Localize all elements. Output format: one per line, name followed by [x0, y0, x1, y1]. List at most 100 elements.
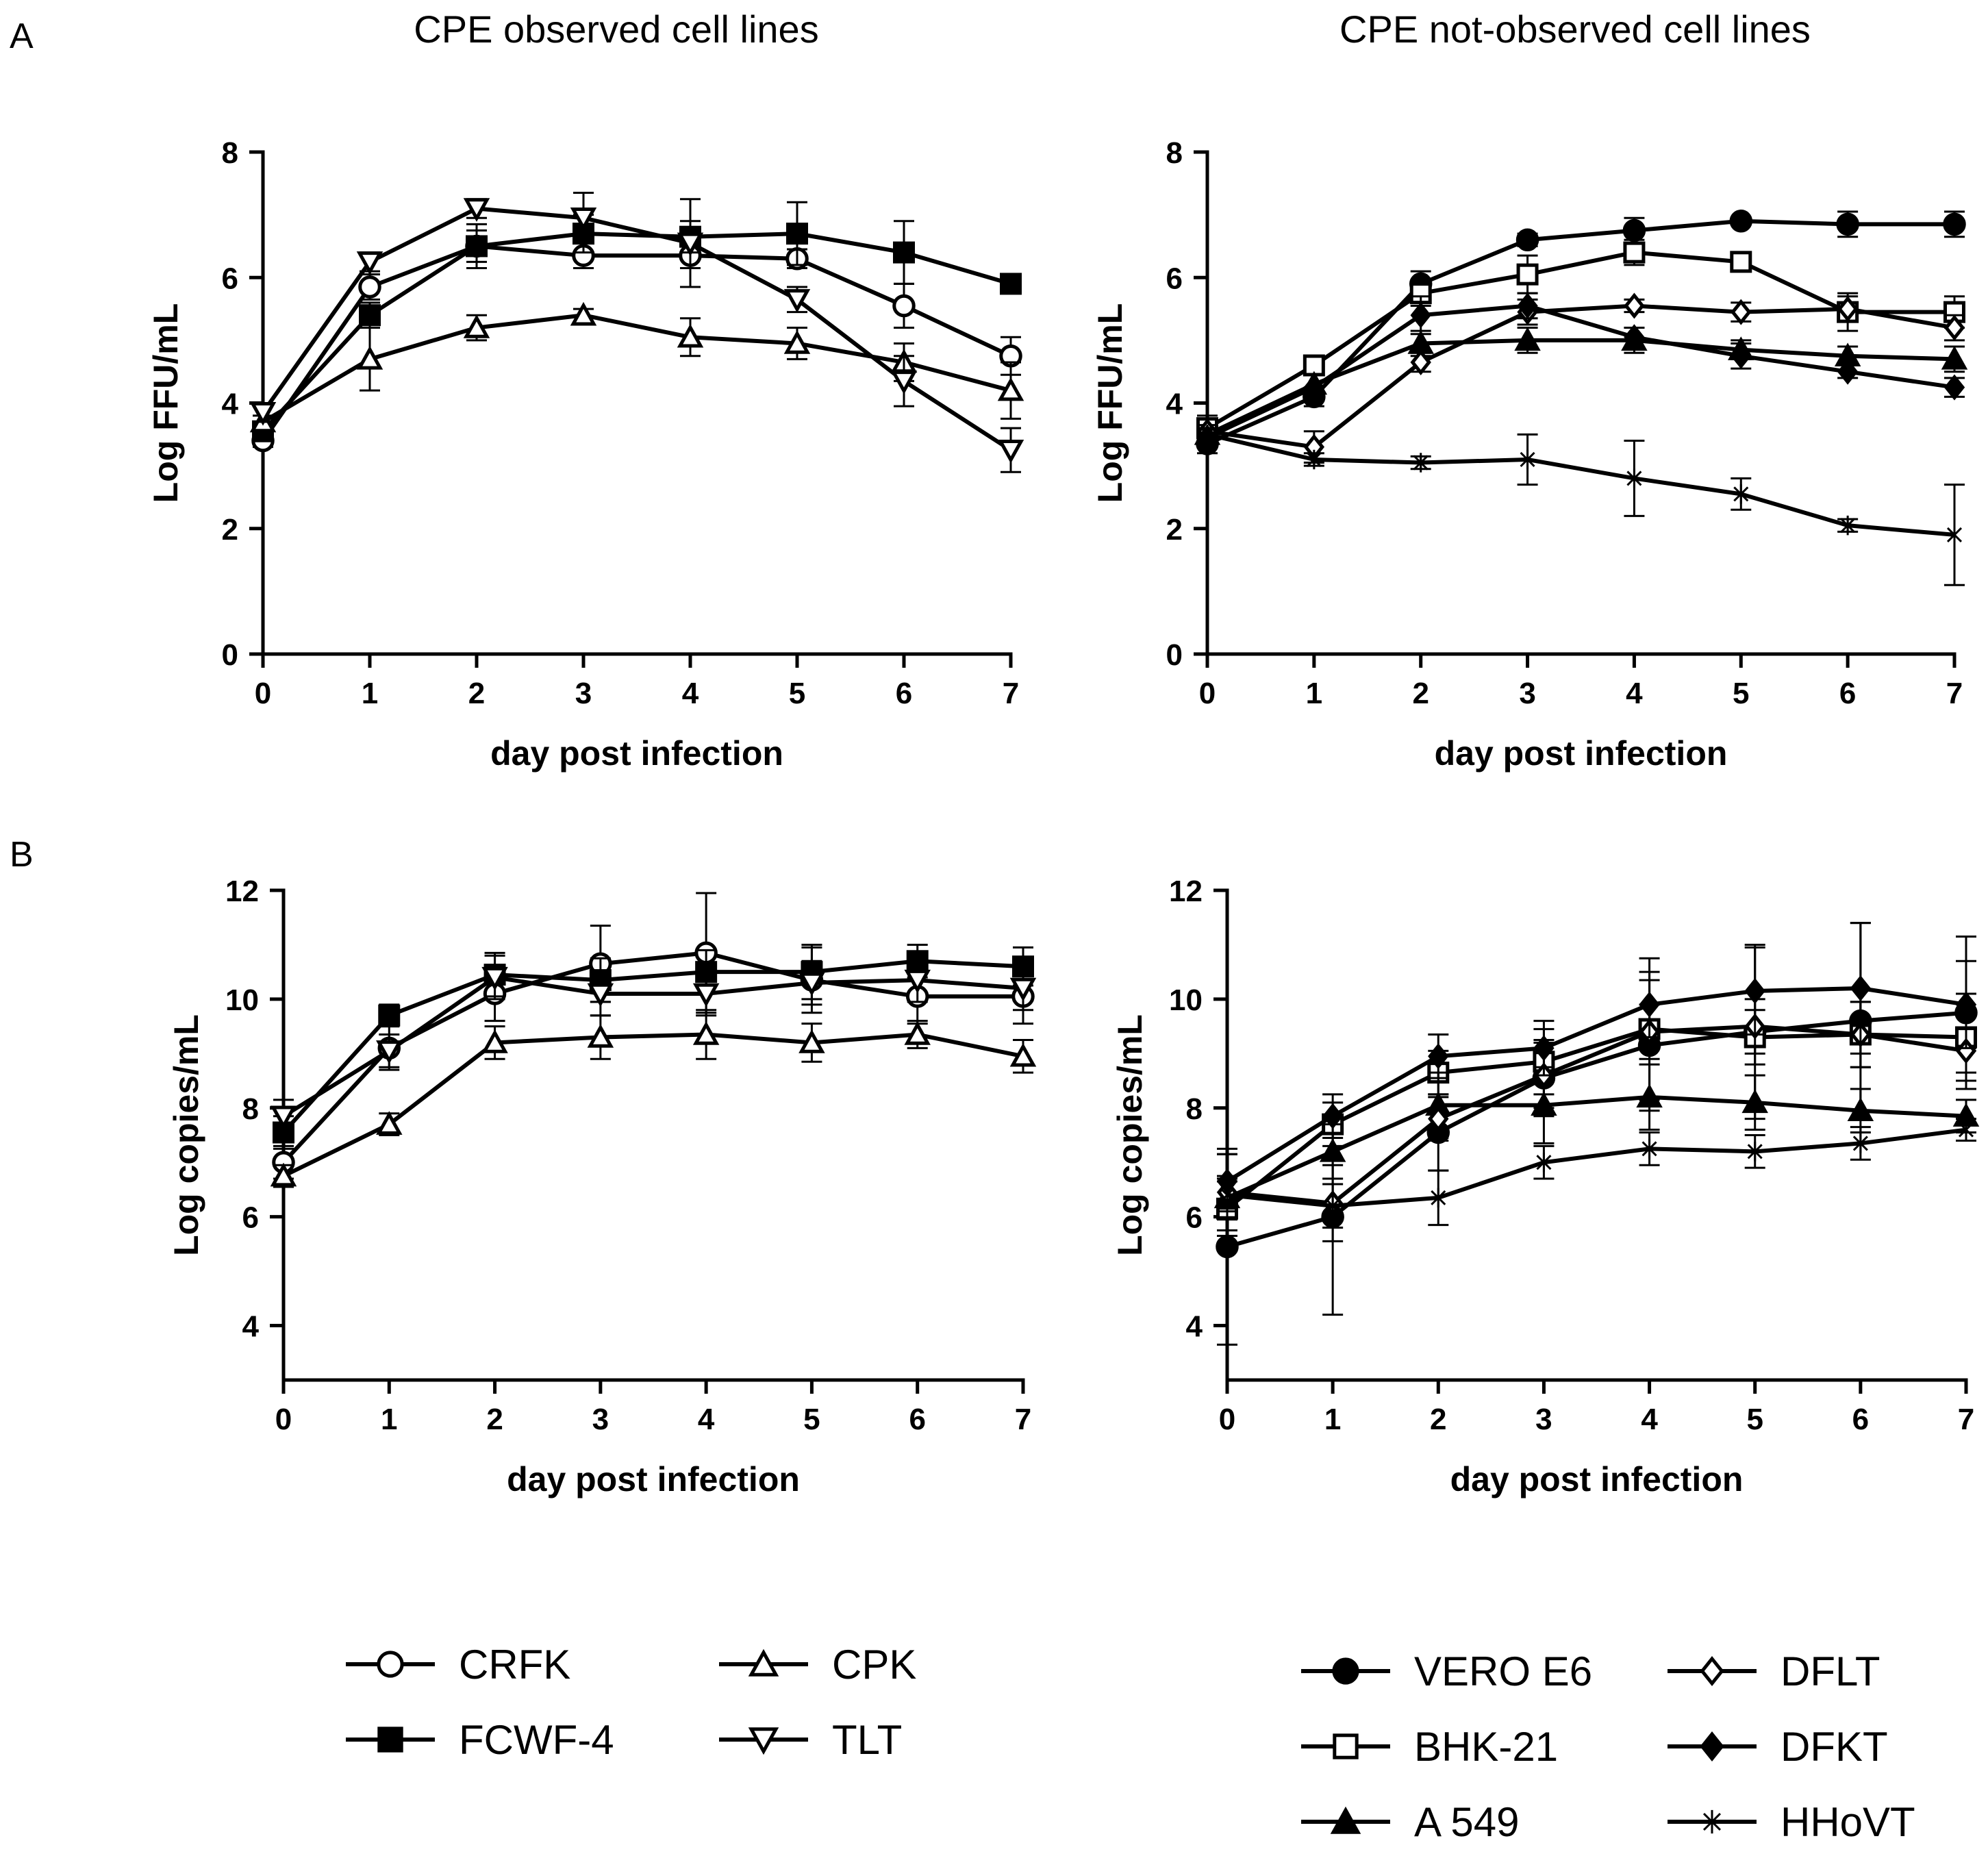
point-cpk-b-left-day-2: [481, 1029, 508, 1053]
y-tick-label-b-left-8: 8: [242, 1092, 259, 1126]
point-tlt-b-left-day-6: [904, 969, 931, 994]
point-a-549-b-right-day-5: [1741, 1089, 1768, 1114]
point-dflt-a-right-day-7: [1943, 314, 1965, 341]
series-line-a-549-b-right: [1226, 1094, 1967, 1200]
series-line-hhovt-b-right: [1226, 1127, 1967, 1208]
y-tick-label-b-left-4: 4: [242, 1310, 260, 1344]
point-vero-e6-a-right-day-4: [1622, 218, 1646, 242]
point-vero-e6-a-right-day-6: [1836, 212, 1859, 236]
point-tlt-b-left-day-1: [376, 1040, 403, 1064]
legend-item-a-549: A 549: [1301, 1799, 1520, 1845]
y-tick-label-b-left-12: 12: [225, 875, 259, 908]
x-tick-label-a-left-7: 7: [1003, 677, 1019, 710]
point-hhovt-b-right-day-1: [1325, 1196, 1341, 1216]
point-cpk-b-left-day-4: [692, 1021, 720, 1045]
point-fcwf-4-a-left-day-2: [466, 235, 488, 258]
x-tick-label-a-left-0: 0: [255, 677, 271, 710]
y-tick-label-b-right-10: 10: [1169, 983, 1203, 1017]
point-fcwf-4-a-left-day-7: [1000, 273, 1022, 295]
point-hhovt-a-right-day-1: [1306, 449, 1322, 470]
point-hhovt-b-right-day-0: [1219, 1185, 1235, 1205]
point-dfkt-b-right-day-1: [1322, 1103, 1344, 1129]
point-dfkt-b-right-day-3: [1533, 1035, 1555, 1062]
point-cpk-a-left-day-3: [570, 301, 597, 326]
legend-marker-cpk: [748, 1648, 779, 1677]
point-bhk-21-a-right-day-5: [1730, 251, 1752, 273]
point-tlt-a-left-day-5: [783, 289, 811, 313]
series-line-dflt-b-right: [1226, 1024, 1967, 1205]
point-fcwf-4-a-left-day-5: [786, 223, 808, 245]
point-hhovt-b-right-day-4: [1641, 1139, 1657, 1159]
legend-item-fcwf-4: FCWF-4: [346, 1717, 614, 1763]
y-axis-label-a-right: Log FFU/mL: [1091, 303, 1129, 503]
point-hhovt-b-right-day-6: [1852, 1133, 1868, 1153]
point-hhovt-a-right-day-6: [1840, 515, 1856, 536]
chart-a-left: 0 1 2 3 4 5 6 7 0 2 4 6 8 day post infection Log FFU/m…: [147, 136, 1024, 773]
series-dflt-a-right: [1196, 292, 1965, 464]
point-tlt-b-left-day-0: [270, 1105, 297, 1130]
legend-cpe-not-observed: VERO E6 BHK-21 A 549 DFLT DFKT HHoVT: [1301, 1648, 1915, 1845]
point-hhovt-b-right-day-7: [1958, 1120, 1974, 1140]
y-tick-label-b-right-6: 6: [1186, 1201, 1203, 1235]
legend-marker-fcwf-4: [377, 1727, 403, 1753]
x-tick-label-b-left-1: 1: [381, 1403, 397, 1436]
point-hhovt-b-right-day-5: [1747, 1142, 1763, 1162]
legend-item-vero-e6: VERO E6: [1301, 1648, 1592, 1694]
point-a-549-a-right-day-3: [1514, 327, 1541, 351]
point-cpk-b-left-day-7: [1009, 1042, 1037, 1067]
x-axis-label-b-left: day post infection: [507, 1460, 800, 1498]
legend-item-dflt: DFLT: [1668, 1648, 1880, 1694]
x-axis-label-b-right: day post infection: [1450, 1460, 1744, 1498]
point-dfkt-b-right-day-4: [1639, 991, 1660, 1018]
point-cpk-a-left-day-1: [356, 345, 383, 370]
legend-label-dflt: DFLT: [1781, 1648, 1880, 1694]
point-dfkt-a-right-day-5: [1731, 342, 1752, 369]
point-hhovt-a-right-day-7: [1946, 525, 1963, 545]
x-tick-label-a-right-3: 3: [1519, 677, 1535, 710]
point-tlt-a-left-day-1: [356, 251, 383, 275]
series-line-bhk-21-a-right: [1206, 250, 1954, 430]
point-dfkt-a-right-day-4: [1624, 324, 1645, 351]
y-tick-label-b-right-12: 12: [1169, 875, 1203, 908]
x-tick-label-a-right-7: 7: [1946, 677, 1963, 710]
point-dflt-a-right-day-5: [1731, 299, 1752, 325]
point-cpk-a-left-day-7: [997, 377, 1024, 401]
x-tick-label-a-right-1: 1: [1306, 677, 1322, 710]
point-dfkt-a-right-day-2: [1410, 302, 1431, 329]
legend-label-dfkt: DFKT: [1781, 1724, 1888, 1770]
y-tick-label-a-right-6: 6: [1166, 262, 1183, 295]
series-dfkt-a-right: [1196, 292, 1965, 451]
y-axis-label-b-left: Log copies/mL: [167, 1014, 205, 1256]
panel-label-b: B: [10, 835, 34, 875]
legend-item-crfk: CRFK: [346, 1642, 570, 1688]
y-tick-label-b-left-6: 6: [242, 1201, 259, 1235]
point-a-549-b-right-day-1: [1319, 1138, 1346, 1162]
point-dfkt-b-right-day-7: [1955, 991, 1977, 1018]
legend-item-bhk-21: BHK-21: [1301, 1724, 1558, 1770]
x-tick-label-a-left-3: 3: [575, 677, 592, 710]
point-hhovt-a-right-day-3: [1520, 449, 1535, 470]
x-tick-label-b-right-0: 0: [1219, 1403, 1235, 1436]
point-vero-e6-a-right-day-5: [1729, 210, 1753, 233]
y-tick-label-b-left-10: 10: [225, 983, 259, 1017]
series-line-vero-e6-a-right: [1206, 218, 1954, 446]
point-hhovt-b-right-day-2: [1431, 1188, 1446, 1208]
legend-label-bhk-21: BHK-21: [1414, 1724, 1558, 1770]
legend-label-fcwf-4: FCWF-4: [459, 1717, 614, 1763]
legend-label-tlt: TLT: [832, 1717, 902, 1763]
x-tick-label-b-left-6: 6: [909, 1403, 925, 1436]
series-dfkt-b-right: [1216, 922, 1977, 1210]
legend-label-vero-e6: VERO E6: [1414, 1648, 1592, 1694]
y-tick-label-b-right-4: 4: [1186, 1310, 1203, 1344]
point-vero-e6-b-right-day-0: [1216, 1235, 1239, 1259]
legend-marker-vero-e6: [1332, 1657, 1359, 1685]
point-a-549-b-right-day-4: [1636, 1083, 1663, 1108]
series-line-cpk-a-left: [262, 313, 1011, 424]
point-dflt-a-right-day-6: [1837, 296, 1859, 323]
series-fcwf-4-a-left: [252, 201, 1022, 442]
series-line-dfkt-a-right: [1206, 303, 1955, 440]
x-tick-label-b-right-5: 5: [1746, 1403, 1763, 1436]
point-cpk-b-left-day-1: [376, 1111, 403, 1135]
